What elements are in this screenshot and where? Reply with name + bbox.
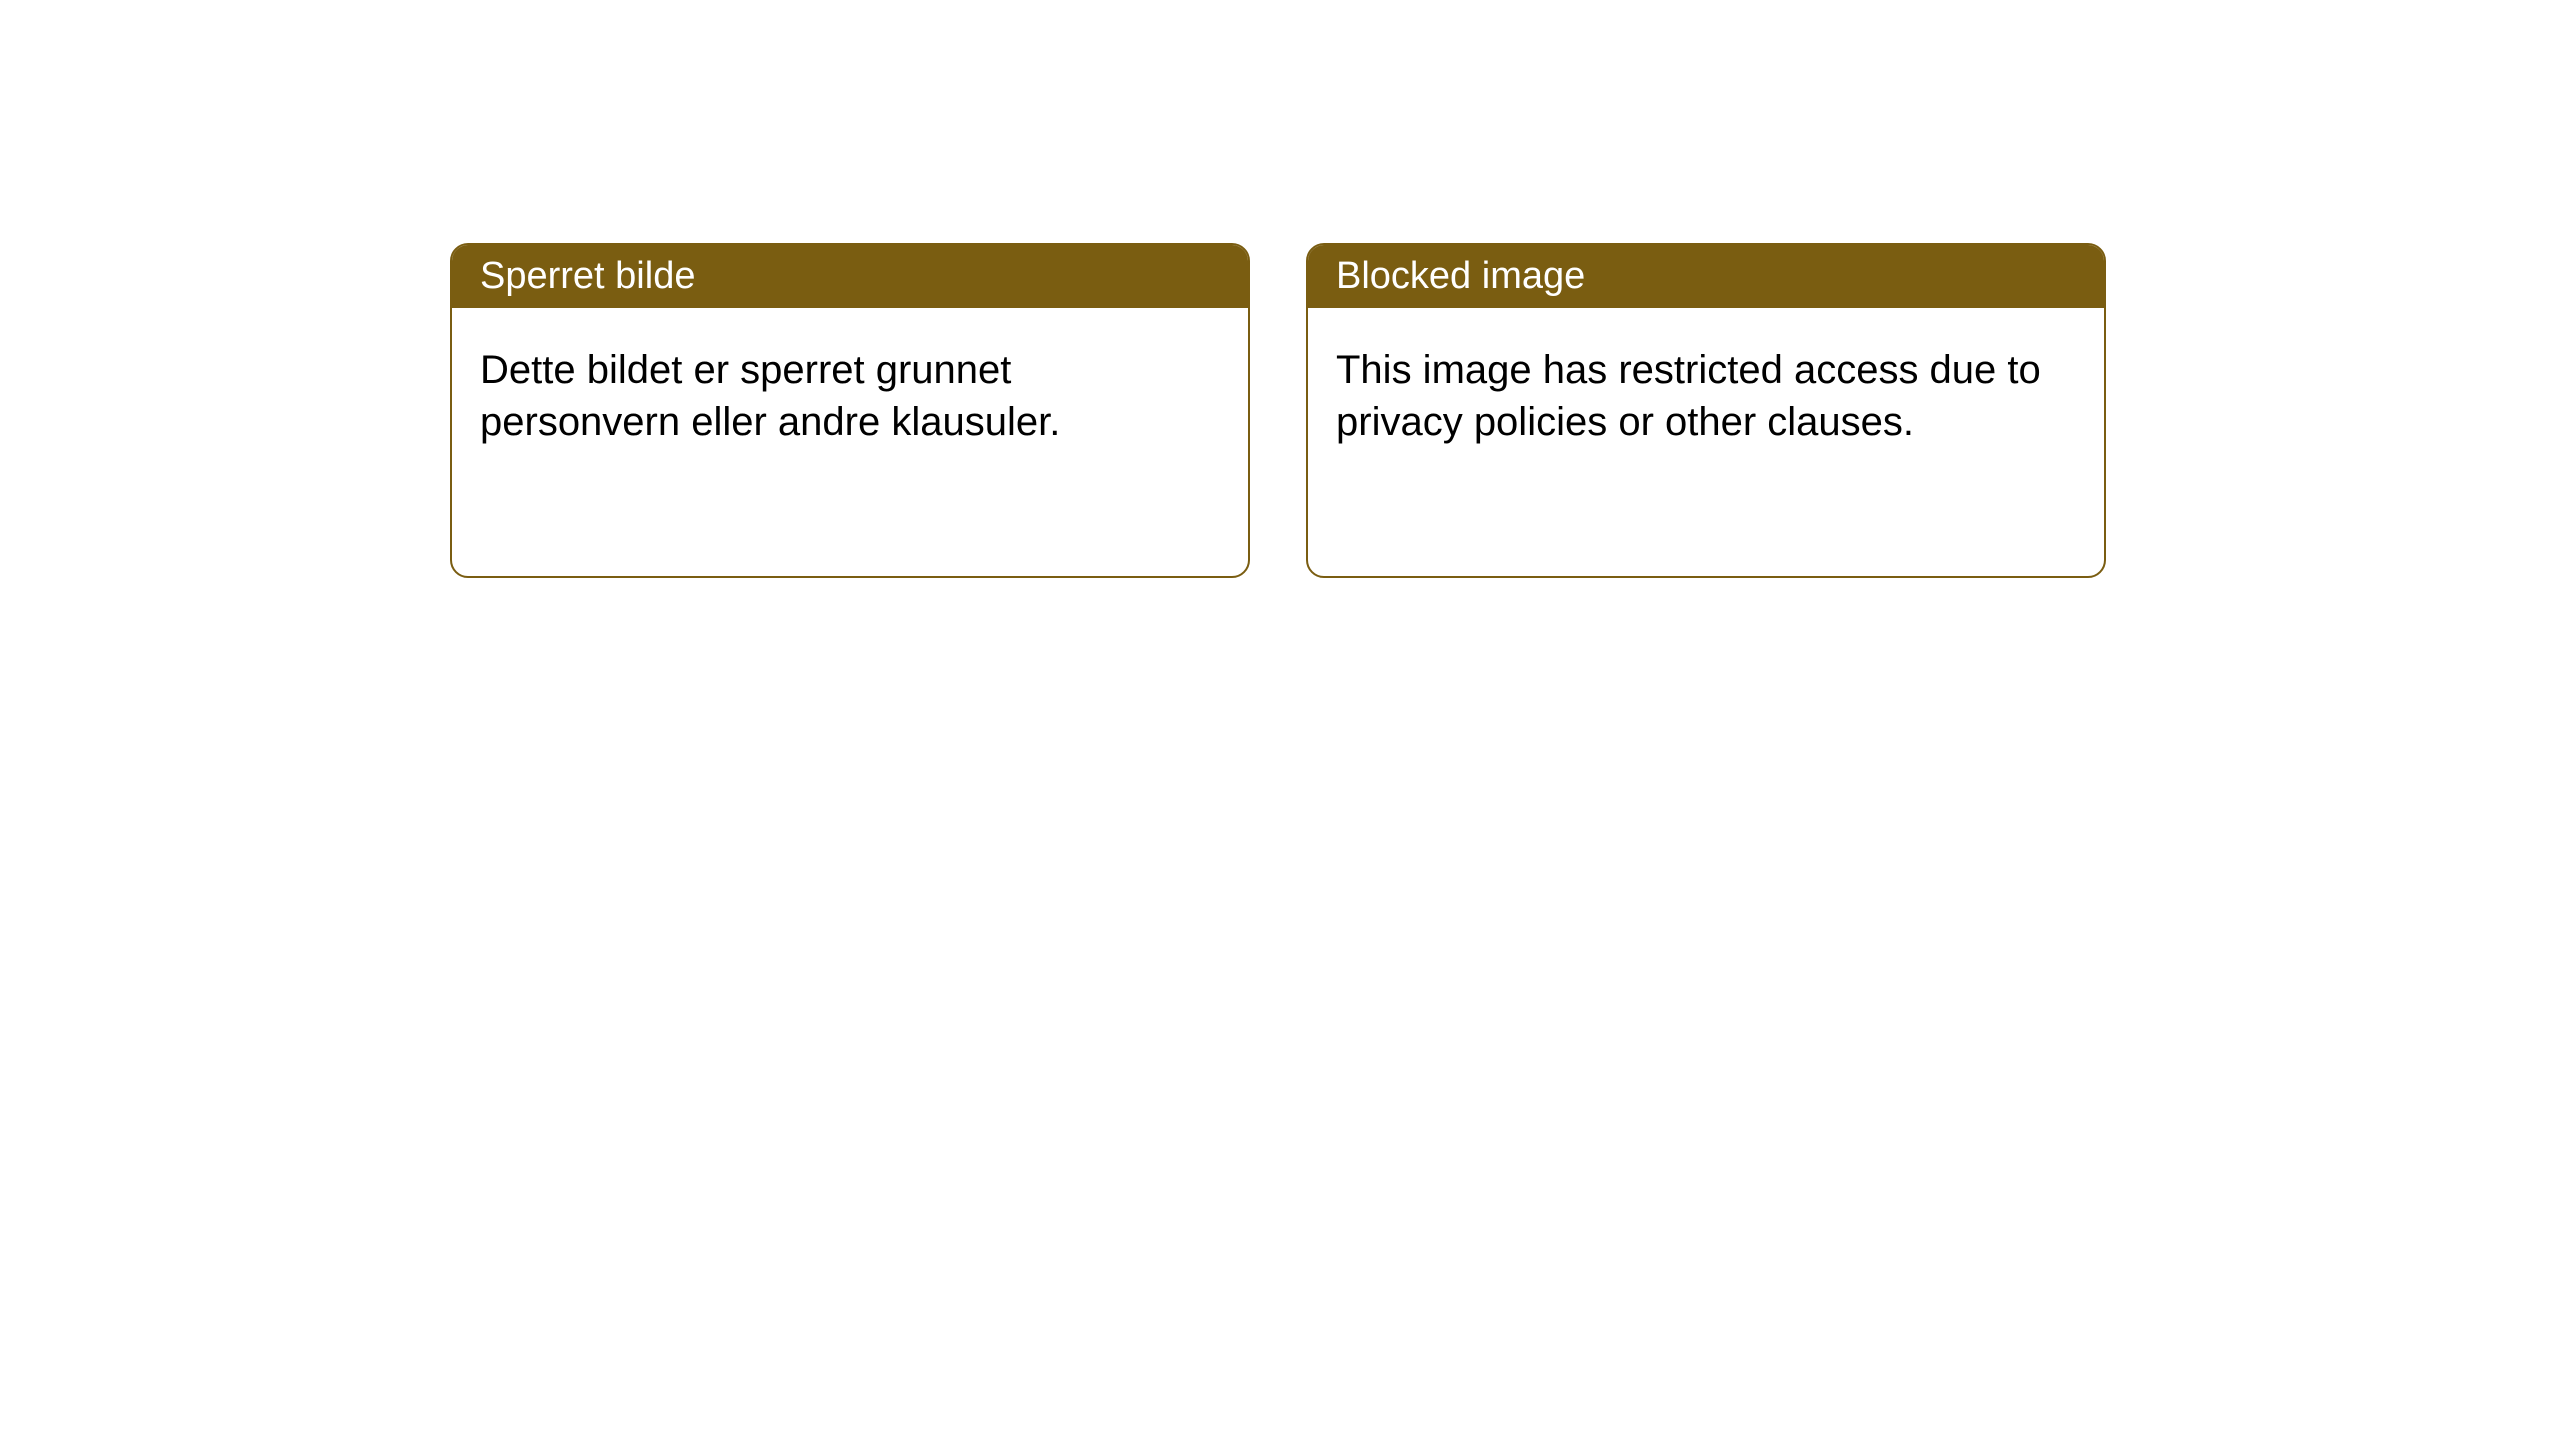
notice-card-norwegian: Sperret bilde Dette bildet er sperret gr… [450, 243, 1250, 578]
card-header-english: Blocked image [1308, 245, 2104, 308]
card-header-norwegian: Sperret bilde [452, 245, 1248, 308]
notice-card-english: Blocked image This image has restricted … [1306, 243, 2106, 578]
notice-container: Sperret bilde Dette bildet er sperret gr… [450, 243, 2106, 578]
card-body-norwegian: Dette bildet er sperret grunnet personve… [452, 308, 1248, 484]
card-body-english: This image has restricted access due to … [1308, 308, 2104, 484]
